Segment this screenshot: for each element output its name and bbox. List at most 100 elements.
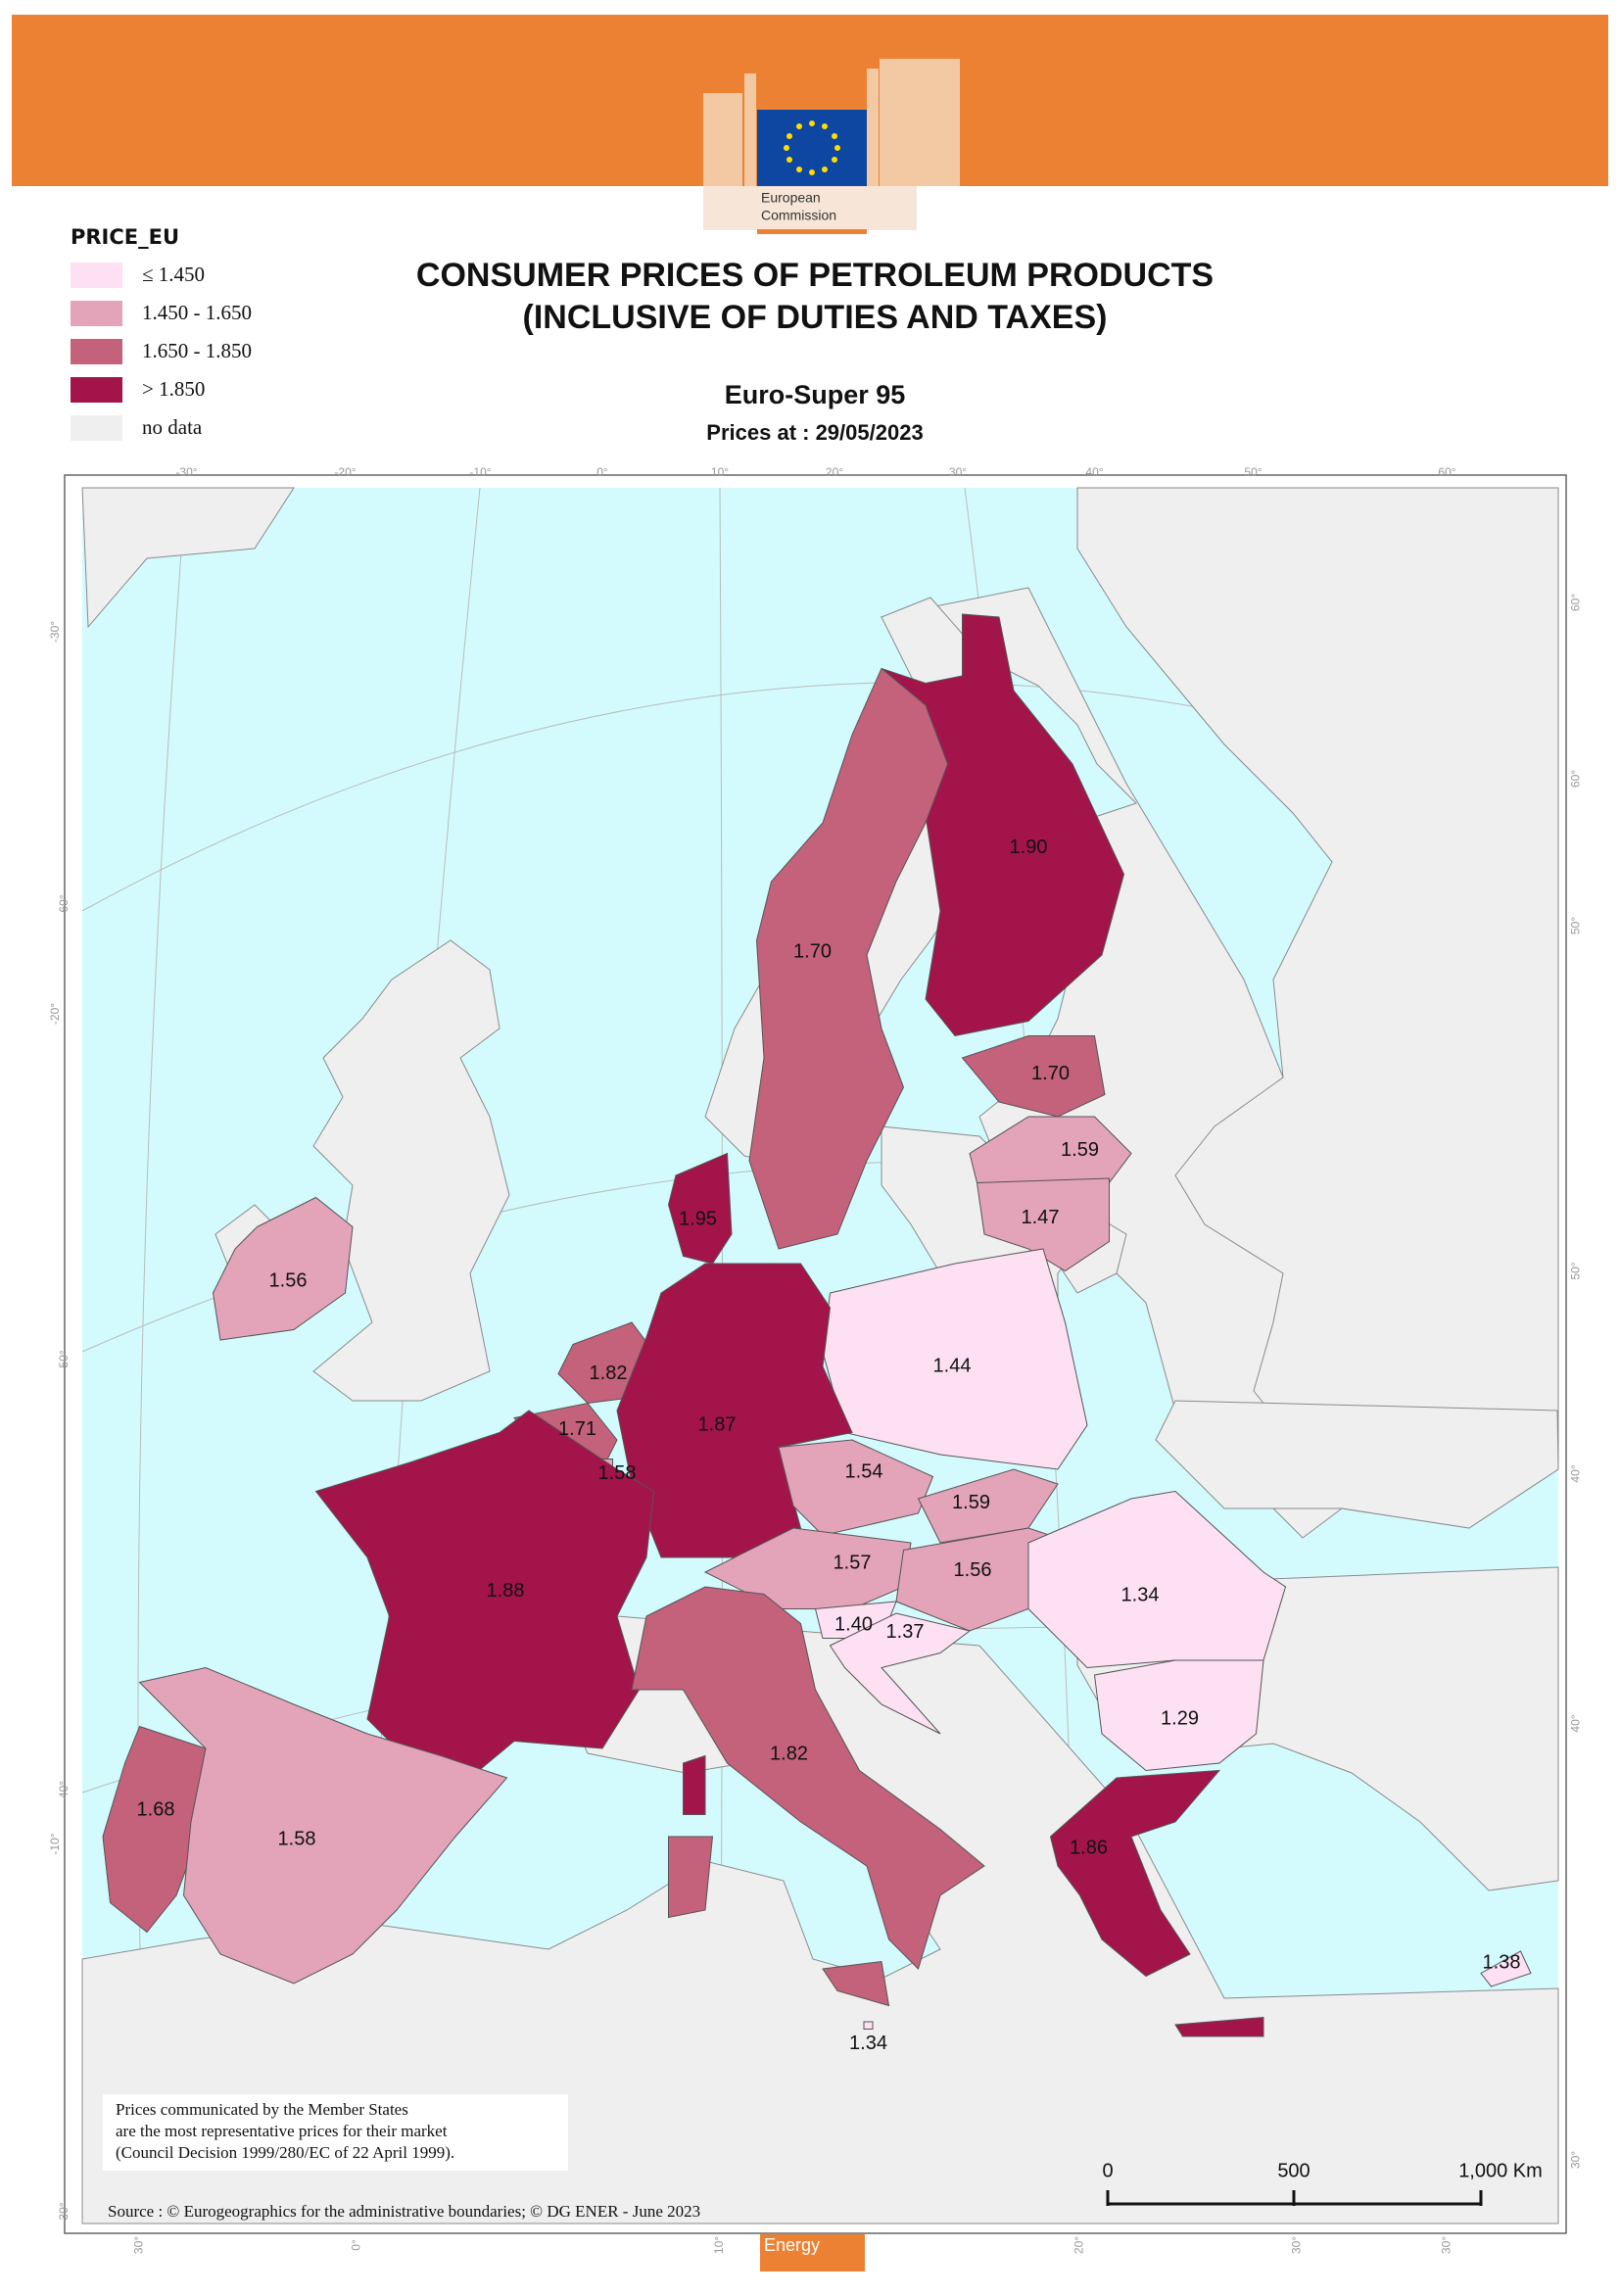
graticule-label: 0° xyxy=(596,465,608,479)
graticule-label: 30° xyxy=(1290,2236,1304,2254)
price-label: 1.86 xyxy=(1070,1837,1108,1858)
country xyxy=(961,1035,1106,1118)
date: Prices at : 29/05/2023 xyxy=(706,420,923,445)
price-label: 1.57 xyxy=(834,1552,872,1573)
country xyxy=(1049,1769,1221,1978)
price-label: 1.88 xyxy=(487,1580,525,1602)
country xyxy=(881,613,1125,1037)
country xyxy=(748,667,949,1250)
legend-label: 1.650 - 1.850 xyxy=(142,339,252,362)
scale-bar xyxy=(1106,2190,1483,2206)
graticule-label: 10° xyxy=(712,2236,726,2254)
price-label: 1.71 xyxy=(558,1418,596,1440)
graticule-labels: -30° -20° -10° 0° 10° 20° 30° 40° 50° 60° 60° 60° 50… xyxy=(48,465,1583,2254)
graticule-label: -30° xyxy=(48,621,62,643)
price-label: 1.95 xyxy=(679,1208,717,1229)
legend-swatch xyxy=(71,377,122,403)
country xyxy=(976,1177,1110,1272)
title: (INCLUSIVE OF DUTIES AND TAXES) xyxy=(523,299,1108,336)
country xyxy=(829,1612,972,1735)
graticule-label: -10° xyxy=(48,1833,62,1854)
title: CONSUMER PRICES OF PETROLEUM PRODUCTS xyxy=(416,257,1214,294)
logo-underline xyxy=(757,229,867,234)
scale-label: 0 xyxy=(1102,2160,1113,2181)
graticule-label: 50° xyxy=(1569,1262,1583,1279)
graticule-label: 40° xyxy=(1085,465,1103,479)
countries: 1.90 1.70 1.70 1.59 1.47 1.95 1.56 1.44 1.82 1.87… xyxy=(102,613,1532,2054)
logo-text: European xyxy=(761,190,821,206)
graticule-label: 20° xyxy=(826,465,843,479)
graticule-label: 30° xyxy=(132,2236,146,2254)
note-text: Prices communicated by the Member States xyxy=(116,2100,408,2119)
price-label: 1.40 xyxy=(834,1613,873,1635)
graticule-label: 10° xyxy=(711,465,729,479)
price-label: 1.68 xyxy=(137,1798,175,1820)
legend-swatch xyxy=(71,339,122,364)
graticule-label: 50° xyxy=(1244,465,1262,479)
graticule-label: -30° xyxy=(175,465,197,479)
country xyxy=(778,1439,934,1537)
price-label: 1.70 xyxy=(793,940,832,962)
logo-text: Commission xyxy=(761,208,836,223)
country xyxy=(683,1754,706,1815)
legend-swatch xyxy=(71,263,122,288)
graticule-label: 30° xyxy=(1440,2236,1453,2254)
legend-label: no data xyxy=(142,415,203,439)
graticule-label: 50° xyxy=(1569,917,1583,934)
legend-swatch xyxy=(71,301,122,326)
graticule-label: 30° xyxy=(949,465,967,479)
note-box xyxy=(103,2094,568,2171)
price-label: 1.38 xyxy=(1483,1951,1521,1973)
legend-label: ≤ 1.450 xyxy=(142,263,205,286)
graticule-label: 60° xyxy=(1569,594,1583,611)
price-label: 1.59 xyxy=(952,1492,990,1513)
country xyxy=(863,2021,874,2030)
price-label: 1.54 xyxy=(845,1460,883,1482)
price-label: 1.82 xyxy=(770,1743,808,1764)
graticule-label: 60° xyxy=(1438,465,1455,479)
price-label: 1.82 xyxy=(590,1363,628,1384)
graticule-label: -20° xyxy=(334,465,356,479)
price-label: 1.44 xyxy=(933,1355,972,1376)
country xyxy=(822,1960,890,2007)
source: Source : © Eurogeographics for the admin… xyxy=(108,2202,700,2221)
price-label: 1.34 xyxy=(1121,1584,1160,1605)
price-label: 1.59 xyxy=(1061,1139,1099,1161)
graticule-label: 60° xyxy=(1569,770,1583,788)
price-label: 1.29 xyxy=(1161,1707,1199,1729)
legend-swatch xyxy=(71,415,122,441)
graticule-label: 60° xyxy=(57,894,71,912)
note-text: (Council Decision 1999/280/EC of 22 Apri… xyxy=(116,2143,454,2162)
legend-label: 1.450 - 1.650 xyxy=(142,301,252,324)
graticule-label: 20° xyxy=(1072,2236,1086,2254)
price-label: 1.87 xyxy=(698,1413,737,1435)
price-label: 1.34 xyxy=(849,2033,887,2054)
price-label: 1.56 xyxy=(269,1269,308,1291)
legend-title: PRICE_EU xyxy=(71,225,179,249)
graticule-label: -10° xyxy=(469,465,491,479)
price-label: 1.56 xyxy=(954,1559,992,1581)
country xyxy=(1480,1950,1532,1987)
country xyxy=(138,1666,508,1985)
price-label: 1.58 xyxy=(278,1828,316,1849)
legend: ≤ 1.450 1.450 - 1.650 1.650 - 1.850 > 1.850… xyxy=(71,263,252,441)
ec-building xyxy=(703,59,960,230)
price-label: 1.37 xyxy=(886,1621,925,1643)
graticule-label: 50° xyxy=(57,1350,71,1367)
country xyxy=(631,1586,985,1970)
price-label: 1.90 xyxy=(1010,837,1048,858)
note-text: are the most representative prices for t… xyxy=(116,2122,448,2140)
scale-label: 1,000 Km xyxy=(1458,2160,1543,2181)
price-label: 1.47 xyxy=(1022,1207,1060,1228)
graticule-label: -20° xyxy=(48,1003,62,1025)
graticule-label: 40° xyxy=(1569,1714,1583,1732)
graticule-label: 0° xyxy=(350,2239,363,2251)
legend-label: > 1.850 xyxy=(142,377,205,401)
price-label: 1.58 xyxy=(598,1462,637,1484)
country xyxy=(917,1468,1059,1544)
graticule-label: 40° xyxy=(1569,1464,1583,1482)
graticule-label: 30° xyxy=(57,2202,71,2220)
footer-tag-text: Energy xyxy=(764,2235,820,2255)
